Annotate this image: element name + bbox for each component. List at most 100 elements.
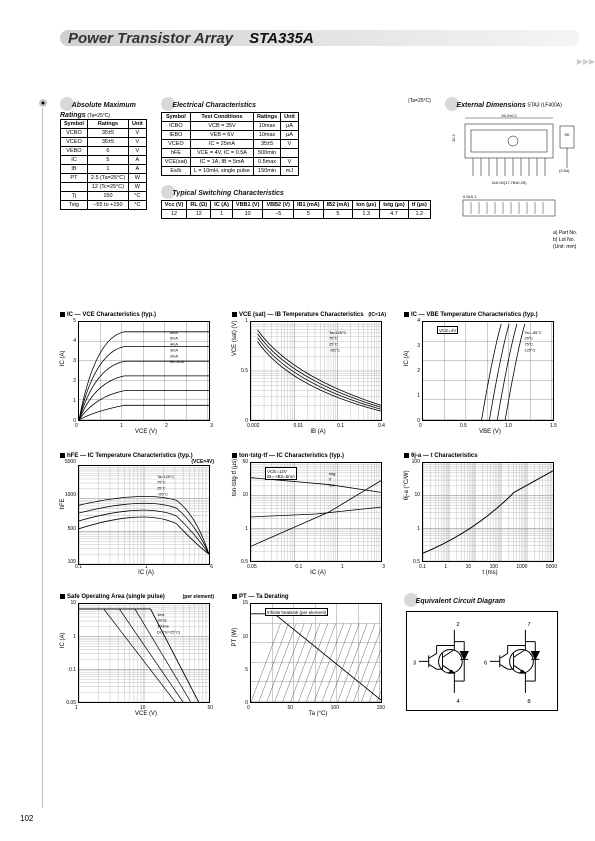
chart-plot-area: θj-a (°C/W) 1001010.5 0.111010010005000 bbox=[422, 462, 554, 562]
x-axis-label: VCE (V) bbox=[78, 429, 214, 435]
x-ticks: 0.0020.010.10.4 bbox=[247, 423, 385, 429]
elec-char-section: Electrical Characteristics (Ta=25°C) Sym… bbox=[161, 98, 431, 176]
y-ticks: 1010.10.05 bbox=[66, 600, 76, 706]
chart-grid: IC — VCE Characteristics (typ.) IC (A) 5… bbox=[60, 312, 552, 717]
svg-text:8: 8 bbox=[527, 699, 531, 705]
chart-title: ton·tstg·tf — IC Characteristics (typ.) bbox=[232, 453, 386, 459]
plot: Infinite heatsink (per element) bbox=[250, 603, 382, 703]
switch-title: Typical Switching Characteristics bbox=[172, 190, 283, 197]
svg-text:3mA: 3mA bbox=[170, 347, 178, 352]
chart-plot-area: PT (W) 151050 Infinite heatsink (per ele… bbox=[250, 603, 382, 703]
page-number: 102 bbox=[20, 814, 33, 823]
chart-4: ton·tstg·tf — IC Characteristics (typ.) … bbox=[232, 453, 386, 576]
x-axis-label: t (ms) bbox=[422, 570, 558, 576]
svg-text:Ta=125°C: Ta=125°C bbox=[329, 330, 347, 335]
top-section-row: Absolute Maximum Ratings (Ta=25°C) Symbo… bbox=[60, 98, 552, 252]
svg-text:2mA: 2mA bbox=[170, 353, 178, 358]
switch-char-table: Vcc (V)RL (Ω)IC (A)VBB1 (V)VBB2 (V)IB1 (… bbox=[161, 200, 431, 219]
x-ticks: 0.111010010005000 bbox=[419, 564, 557, 570]
chart-6: Safe Operating Area (single pulse)(per e… bbox=[60, 594, 214, 717]
chart-plot-area: ton·tstg·tf (µs) 501010.5 tstgtfton VCE=… bbox=[250, 462, 382, 562]
svg-text:75°C: 75°C bbox=[157, 480, 166, 485]
svg-text:–55°C: –55°C bbox=[329, 347, 340, 352]
dim-width: 26.2±0.2 bbox=[501, 113, 517, 118]
chart-1: VCE (sat) — IB Temperature Characteristi… bbox=[232, 312, 386, 435]
y-ticks: 10.50 bbox=[238, 318, 248, 424]
svg-text:4: 4 bbox=[456, 699, 460, 705]
page-title: Power Transistor Array bbox=[68, 30, 233, 47]
svg-text:tf: tf bbox=[329, 477, 332, 482]
chart-2: IC — VBE Temperature Characteristics (ty… bbox=[404, 312, 558, 435]
elec-section-group: Electrical Characteristics (Ta=25°C) Sym… bbox=[161, 98, 431, 219]
svg-text:6mA: 6mA bbox=[170, 330, 178, 335]
title-bar: Power Transistor Array STA335A bbox=[60, 26, 595, 50]
equivalent-circuit-section: Equivalent Circuit Diagram bbox=[404, 594, 558, 717]
svg-text:25°C: 25°C bbox=[157, 486, 166, 491]
svg-text:3: 3 bbox=[413, 660, 417, 666]
chart-3: hFE — IC Temperature Characteristics (ty… bbox=[60, 453, 214, 576]
y-ticks: 543210 bbox=[66, 318, 76, 424]
note-b: b) Lot No. bbox=[553, 237, 575, 243]
svg-text:SK: SK bbox=[564, 132, 570, 137]
elec-char-table: SymbolTest ConditionsRatingsUnitICBOVCB … bbox=[161, 112, 299, 176]
eq-circuit-title: Equivalent Circuit Diagram bbox=[416, 598, 505, 605]
abs-max-section: Absolute Maximum Ratings (Ta=25°C) Symbo… bbox=[60, 98, 147, 210]
svg-text:100ms: 100ms bbox=[157, 624, 169, 629]
svg-text:Ta=125°C: Ta=125°C bbox=[157, 474, 175, 479]
chart-7: PT — Ta Derating PT (W) 151050 Infinite … bbox=[232, 594, 386, 717]
svg-text:15.2: 15.2 bbox=[451, 133, 456, 142]
chart-5: θj-a — t Characteristics θj-a (°C/W) 100… bbox=[404, 453, 558, 576]
svg-text:–55°C: –55°C bbox=[157, 492, 168, 497]
side-line bbox=[42, 108, 43, 808]
x-axis-label: VCE (V) bbox=[78, 711, 214, 717]
plot bbox=[422, 462, 554, 562]
ext-dim-section: External Dimensions STA3 (LF400A) SK 26.… bbox=[445, 98, 593, 252]
x-axis-label: IC (A) bbox=[250, 570, 386, 576]
chart-plot-area: IC (A) 1010.10.05 1ms10ms100msDC(Tc=25°C… bbox=[78, 603, 210, 703]
x-axis-label: IC (A) bbox=[78, 570, 214, 576]
svg-text:DC(Tc=25°C): DC(Tc=25°C) bbox=[157, 630, 181, 635]
plot: 6mA5mA4mA3mA2mAIB=1mA bbox=[78, 321, 210, 421]
y-ticks: 151050 bbox=[238, 600, 248, 706]
svg-text:2: 2 bbox=[456, 622, 459, 628]
y-ticks: 501010.5 bbox=[238, 459, 248, 565]
svg-text:125°C: 125°C bbox=[524, 347, 535, 352]
note-a: a) Part No. bbox=[553, 230, 577, 236]
x-ticks: 0123 bbox=[75, 423, 213, 429]
svg-text:6: 6 bbox=[484, 660, 488, 666]
chart-title: hFE — IC Temperature Characteristics (ty… bbox=[60, 453, 214, 459]
note-unit: (Unit: mm) bbox=[553, 244, 577, 250]
chart-plot-area: IC (A) 543210 6mA5mA4mA3mA2mAIB=1mA 0123 bbox=[78, 321, 210, 421]
svg-text:25°C: 25°C bbox=[524, 336, 533, 341]
x-axis-label: IB (A) bbox=[250, 429, 386, 435]
svg-text:2±0.04(17.78±0.25): 2±0.04(17.78±0.25) bbox=[491, 180, 527, 185]
plot: Ta=125°C75°C25°C–55°C bbox=[78, 465, 210, 565]
abs-max-cond: (Ta=25°C) bbox=[87, 113, 110, 119]
chart-title: Safe Operating Area (single pulse)(per e… bbox=[60, 594, 214, 600]
elec-title: Electrical Characteristics bbox=[172, 102, 256, 109]
plot: Ta=125°C75°C25°C–55°C bbox=[250, 321, 382, 421]
y-ticks: 1001010.5 bbox=[410, 459, 420, 565]
svg-text:IB=1mA: IB=1mA bbox=[170, 359, 184, 364]
y-ticks: 50001000500100 bbox=[66, 459, 76, 565]
elec-cond: (Ta=25°C) bbox=[408, 98, 431, 104]
svg-text:(2.54): (2.54) bbox=[559, 168, 570, 173]
svg-text:7: 7 bbox=[527, 622, 530, 628]
x-axis-label: VBE (V) bbox=[422, 429, 558, 435]
part-number: STA335A bbox=[249, 30, 314, 47]
chart-title: θj-a — t Characteristics bbox=[404, 453, 558, 459]
svg-text:1ms: 1ms bbox=[157, 612, 164, 617]
chart-title: IC — VCE Characteristics (typ.) bbox=[60, 312, 214, 318]
svg-text:tstg: tstg bbox=[329, 471, 335, 476]
plot: 1ms10ms100msDC(Tc=25°C) bbox=[78, 603, 210, 703]
eq-circuit-diagram: 2 3 4 7 bbox=[406, 611, 558, 711]
svg-text:75°C: 75°C bbox=[524, 342, 533, 347]
ext-dim-subtitle: STA3 (LF400A) bbox=[527, 103, 561, 109]
chart-plot-area: VCE (sat) (V) 10.50 Ta=125°C75°C25°C–55°… bbox=[250, 321, 382, 421]
x-ticks: 0.116 bbox=[75, 564, 213, 570]
svg-text:0.5±0.1: 0.5±0.1 bbox=[463, 194, 477, 199]
svg-text:4mA: 4mA bbox=[170, 342, 178, 347]
plot: Ta=–55°C25°C75°C125°C VCE=4V bbox=[422, 321, 554, 421]
abs-max-table: SymbolRatingsUnitVCBO35±5VVCEO35±5VVEBO6… bbox=[60, 119, 147, 210]
chart-title: VCE (sat) — IB Temperature Characteristi… bbox=[232, 312, 386, 318]
